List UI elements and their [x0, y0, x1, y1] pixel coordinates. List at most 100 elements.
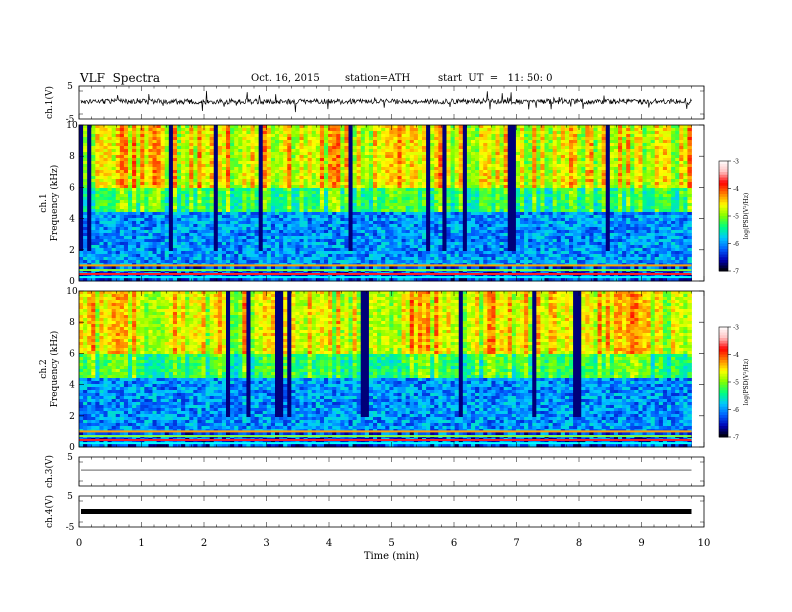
spectrogram-cell: [556, 188, 562, 192]
spectrogram-cell: [250, 140, 255, 144]
spectrogram-cell: [311, 131, 317, 135]
spectrogram-cell: [589, 182, 594, 186]
spectrogram-cell: [172, 134, 178, 138]
spectrogram-cell: [679, 146, 684, 150]
spectrogram-cell: [564, 140, 570, 144]
spectrogram-cell: [262, 164, 268, 168]
spectrogram-cell: [352, 188, 358, 192]
spectrogram-cell: [303, 158, 309, 162]
spectrogram-cell: [311, 182, 317, 186]
spectrogram-cell: [536, 173, 541, 177]
spectrogram-cell: [189, 161, 194, 165]
spectrogram-cell: [156, 185, 162, 189]
spectrogram-cell: [426, 170, 431, 174]
spectrogram-cell: [462, 167, 468, 171]
spectrogram-cell: [483, 194, 488, 198]
spectrogram-cell: [160, 179, 166, 183]
spectrogram-cell: [132, 164, 137, 168]
spectrogram-cell: [491, 155, 496, 159]
spectrogram-cell: [213, 170, 219, 174]
spectrogram-cell: [426, 182, 431, 186]
spectrogram-cell: [95, 212, 100, 216]
spectrogram-cell: [634, 131, 639, 135]
spectrogram-cell: [103, 197, 108, 201]
spectrogram-cell: [413, 158, 419, 162]
spectrogram-cell: [201, 140, 206, 144]
spectrogram-cell: [246, 140, 251, 144]
spectrogram-cell: [552, 206, 558, 210]
spectrogram-cell: [556, 164, 562, 168]
spectrogram-cell: [291, 185, 296, 189]
spectrogram-cell: [234, 206, 239, 210]
spectrogram-cell: [83, 206, 88, 210]
spectrogram-cell: [405, 188, 411, 192]
spectrogram-cell: [356, 173, 362, 177]
spectrogram-cell: [123, 200, 129, 204]
spectrogram-cell: [115, 209, 121, 213]
spectrogram-cell: [450, 125, 456, 129]
spectrogram-cell: [438, 155, 443, 159]
spectrogram-cell: [197, 173, 202, 177]
spectrogram-cell: [107, 158, 113, 162]
spectrogram-cell: [581, 197, 586, 201]
spectrogram-cell: [348, 209, 353, 213]
spectrogram-cell: [299, 200, 304, 204]
spectrogram-cell: [144, 149, 149, 153]
spectrogram-cell: [466, 209, 472, 213]
spectrogram-cell: [181, 179, 186, 183]
spectrogram-cell: [585, 185, 590, 189]
spectrogram-cell: [315, 194, 321, 198]
spectrogram-cell: [426, 167, 431, 171]
spectrogram-cell: [356, 146, 362, 150]
spectrogram-cell: [266, 128, 272, 132]
spectrogram-cell: [556, 176, 562, 180]
spectrogram-cell: [487, 173, 492, 177]
spectrogram-cell: [671, 209, 676, 213]
spectrogram-cell: [373, 167, 378, 171]
spectrogram-cell: [373, 170, 378, 174]
spectrogram-cell: [630, 173, 635, 177]
spectrogram-cell: [115, 203, 121, 207]
spectrogram-cell: [573, 131, 578, 135]
spectrogram-cell: [675, 194, 680, 198]
spectrogram-cell: [573, 158, 578, 162]
spectrogram-cell: [548, 206, 554, 210]
spectrogram-cell: [626, 173, 631, 177]
spectrogram-cell: [307, 182, 313, 186]
spectrogram-cell: [209, 194, 215, 198]
spectrogram-cell: [626, 125, 631, 129]
spectrogram-cell: [618, 161, 623, 165]
spectrogram-cell: [295, 137, 300, 141]
spectrogram-cell: [426, 125, 431, 129]
spectrogram-cell: [87, 137, 92, 141]
spectrogram-cell: [172, 221, 178, 225]
spectrogram-cell: [377, 197, 382, 201]
spectrogram-cell: [356, 128, 362, 132]
spectrogram-cell: [385, 209, 390, 213]
spectrogram-cell: [352, 176, 358, 180]
spectrogram-cell: [217, 143, 223, 147]
spectrogram-cell: [622, 152, 627, 156]
spectrogram-cell: [544, 206, 549, 210]
spectrogram-cell: [303, 188, 309, 192]
spectrogram-cell: [401, 167, 407, 171]
spectrogram-cell: [585, 173, 590, 177]
spectrogram-cell: [430, 128, 435, 132]
spectrogram-cell: [205, 152, 211, 156]
spectrogram-cell: [160, 155, 166, 159]
spectrogram-cell: [524, 128, 529, 132]
spectrogram-cell: [479, 125, 484, 129]
spectrogram-cell: [307, 158, 313, 162]
spectrogram-cell: [295, 149, 300, 153]
spectrogram-cell: [491, 215, 496, 219]
spectrogram-cell: [160, 146, 166, 150]
spectrogram-cell: [303, 149, 309, 153]
spectrogram-cell: [658, 185, 664, 189]
spectrogram-cell: [560, 218, 566, 222]
spectrogram-cell: [564, 146, 570, 150]
spectrogram-cell: [438, 212, 443, 216]
spectrogram-cell: [597, 203, 603, 207]
spectrogram-cell: [340, 212, 345, 216]
spectrogram-cell: [311, 197, 317, 201]
spectrogram-cell: [217, 149, 223, 153]
